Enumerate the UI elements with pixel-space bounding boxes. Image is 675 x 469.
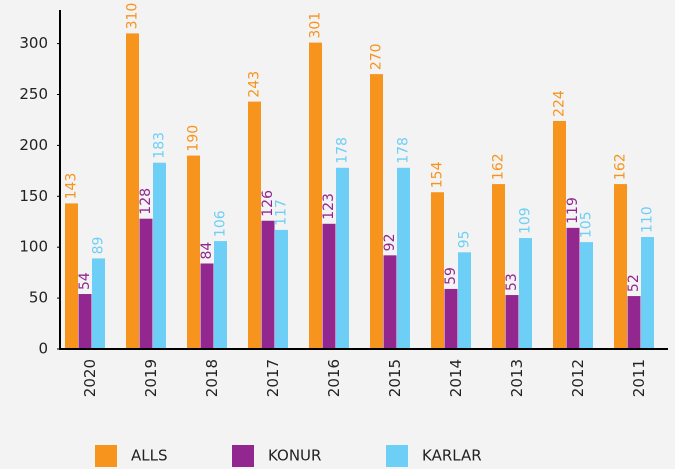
bar <box>187 155 200 349</box>
y-tick-label: 250 <box>19 85 48 103</box>
bar <box>309 42 322 350</box>
value-label: 109 <box>518 207 534 234</box>
bar <box>214 241 227 349</box>
bar <box>200 263 214 349</box>
bar <box>397 167 410 349</box>
bar <box>580 242 593 349</box>
bar <box>248 101 261 350</box>
value-label: 110 <box>640 206 656 233</box>
bar <box>505 295 519 349</box>
legend-label: KARLAR <box>422 447 482 465</box>
value-label: 310 <box>125 3 141 30</box>
x-tick-label: 2018 <box>203 359 221 397</box>
x-tick-label: 2012 <box>569 359 587 397</box>
value-label: 224 <box>552 90 568 117</box>
x-tick-label: 2013 <box>508 359 526 397</box>
bar <box>126 33 139 349</box>
bar <box>65 203 78 349</box>
value-label: 89 <box>91 237 107 255</box>
bar <box>78 294 92 349</box>
value-label: 183 <box>152 132 168 159</box>
legend-swatch <box>232 445 254 467</box>
value-label: 95 <box>457 230 473 248</box>
legend-label: KONUR <box>268 447 321 465</box>
value-label: 52 <box>626 274 642 292</box>
y-tick-label: 100 <box>19 238 48 256</box>
bar <box>153 162 166 349</box>
value-label: 106 <box>213 210 229 237</box>
value-label: 270 <box>369 43 385 70</box>
bar <box>370 74 383 349</box>
value-label: 84 <box>199 242 215 260</box>
y-tick-label: 300 <box>19 34 48 52</box>
x-tick-label: 2011 <box>630 359 648 397</box>
legend-swatch <box>95 445 117 467</box>
bar <box>641 237 654 349</box>
bar <box>566 227 580 349</box>
value-label: 117 <box>274 199 290 226</box>
bar <box>383 255 397 349</box>
bar <box>444 288 458 349</box>
bar <box>322 223 336 349</box>
x-tick-label: 2020 <box>81 359 99 397</box>
value-label: 178 <box>335 137 351 164</box>
value-label: 59 <box>443 267 459 285</box>
value-label: 178 <box>396 137 412 164</box>
value-label: 190 <box>186 125 202 152</box>
y-tick-label: 150 <box>19 187 48 205</box>
bar <box>139 218 153 349</box>
y-tick-label: 200 <box>19 136 48 154</box>
value-label: 243 <box>247 71 263 98</box>
bar <box>492 184 505 349</box>
x-tick-label: 2015 <box>386 359 404 397</box>
value-label: 123 <box>321 193 337 220</box>
y-tick-label: 0 <box>38 340 48 358</box>
value-label: 301 <box>308 12 324 39</box>
bar <box>553 120 566 350</box>
bar <box>458 252 471 349</box>
legend-label: ALLS <box>131 447 168 465</box>
value-label: 128 <box>138 188 154 215</box>
legend-swatch <box>386 445 408 467</box>
value-label: 162 <box>613 153 629 180</box>
value-label: 92 <box>382 234 398 252</box>
value-label: 154 <box>430 161 446 188</box>
bar <box>627 296 641 349</box>
bar <box>275 229 288 349</box>
x-tick-label: 2019 <box>142 359 160 397</box>
value-label: 54 <box>77 272 93 290</box>
bar <box>336 167 349 349</box>
y-tick-label: 50 <box>29 289 48 307</box>
x-tick-label: 2014 <box>447 359 465 397</box>
bar <box>92 258 105 349</box>
value-label: 105 <box>579 211 595 238</box>
value-label: 53 <box>504 273 520 291</box>
x-tick-label: 2017 <box>264 359 282 397</box>
value-label: 119 <box>565 197 581 224</box>
x-tick-label: 2016 <box>325 359 343 397</box>
value-label: 126 <box>260 190 276 217</box>
bar <box>261 220 275 349</box>
value-label: 162 <box>491 153 507 180</box>
bar <box>519 238 532 349</box>
value-label: 143 <box>64 173 80 200</box>
bar <box>614 184 627 349</box>
bar <box>431 192 444 349</box>
